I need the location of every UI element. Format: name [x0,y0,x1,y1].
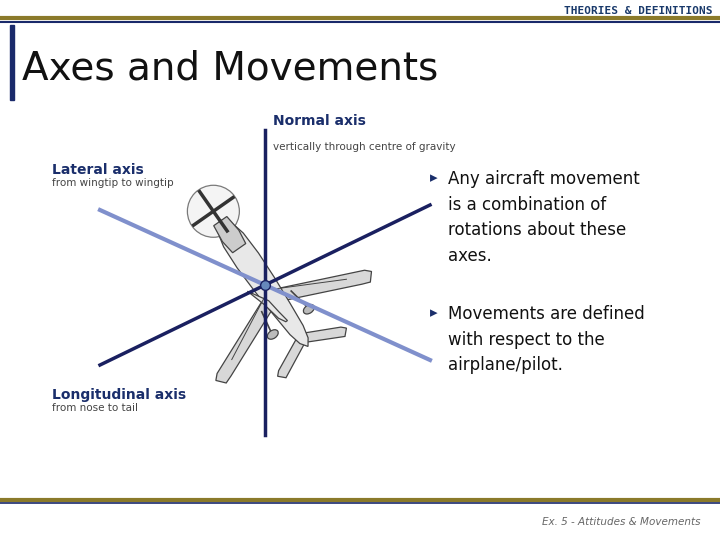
Text: Lateral axis: Lateral axis [52,163,144,177]
Text: from wingtip to wingtip: from wingtip to wingtip [52,178,174,188]
Text: ▸: ▸ [430,170,438,185]
Bar [10,25,14,100]
Polygon shape [278,325,346,378]
Text: vertically through centre of gravity: vertically through centre of gravity [273,142,456,152]
Text: from nose to tail: from nose to tail [52,403,138,413]
Polygon shape [248,291,287,322]
Text: THEORIES & DEFINITIONS: THEORIES & DEFINITIONS [564,6,712,16]
Text: Movements are defined
with respect to the
airplane/pilot.: Movements are defined with respect to th… [448,305,644,374]
Text: Ex. 5 - Attitudes & Movements: Ex. 5 - Attitudes & Movements [541,517,700,527]
Text: Longitudinal axis: Longitudinal axis [52,388,186,402]
Polygon shape [214,217,246,253]
Ellipse shape [187,185,239,237]
Text: ▸: ▸ [430,305,438,320]
Text: Axes and Movements: Axes and Movements [22,49,438,87]
Polygon shape [217,219,308,347]
Text: Any aircraft movement
is a combination of
rotations about these
axes.: Any aircraft movement is a combination o… [448,170,640,265]
Ellipse shape [303,305,314,314]
Ellipse shape [267,330,278,339]
Polygon shape [216,268,372,383]
Text: Normal axis: Normal axis [273,114,366,128]
